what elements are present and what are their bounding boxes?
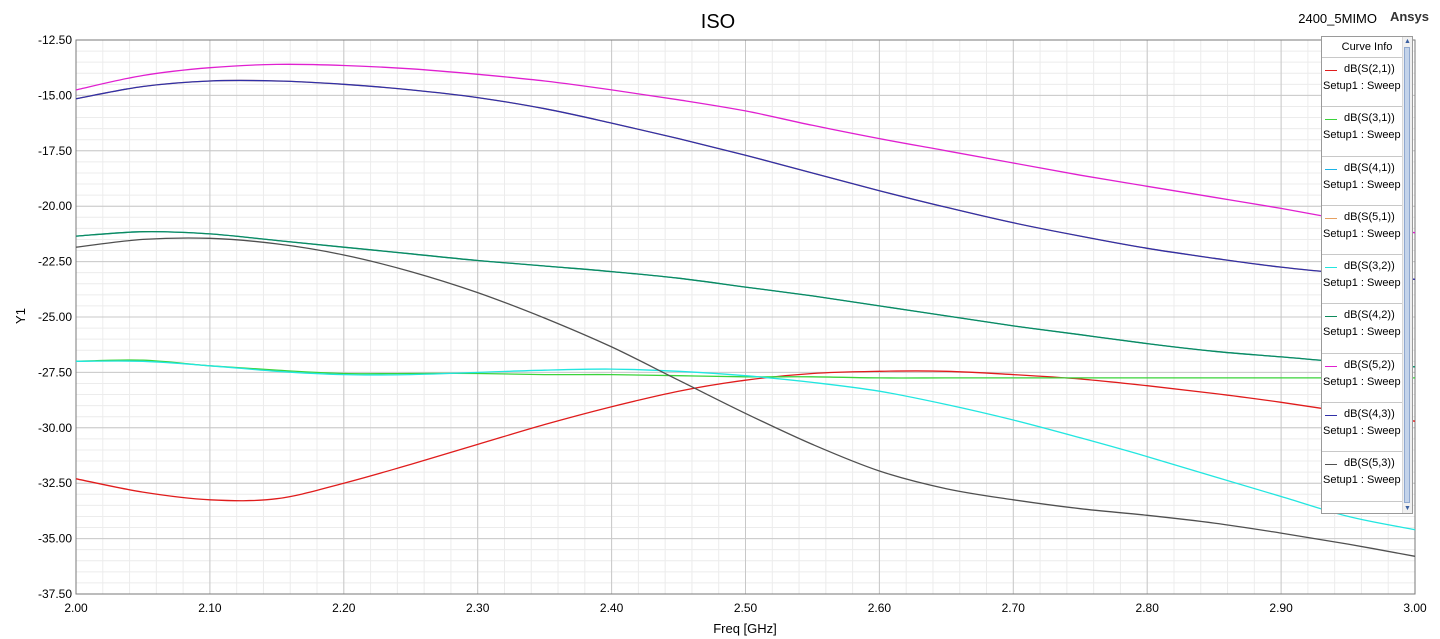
x-tick-label: 2.10 (198, 601, 222, 615)
legend-item[interactable]: dB(S(2,1)) Setup1 : Sweep (1322, 58, 1412, 108)
legend-swatch (1325, 70, 1337, 71)
curve-setup: Setup1 : Sweep (1323, 178, 1401, 191)
y-tick-label: -27.50 (38, 365, 72, 379)
legend-swatch (1325, 415, 1337, 417)
curve-name: dB(S(5,1)) (1344, 210, 1395, 223)
legend-item[interactable]: dB(S(3,2)) Setup1 : Sweep (1322, 255, 1412, 305)
curve-name: dB(S(4,2)) (1344, 309, 1395, 322)
x-tick-label: 2.90 (1269, 601, 1293, 615)
major-gridlines (75, 39, 1416, 595)
scroll-up-icon[interactable]: ▲ (1404, 38, 1411, 45)
series-line (75, 230, 1416, 368)
x-tick-labels: 2.00 2.10 2.20 2.30 2.40 2.50 2.60 2.70 2.80 2.90… (64, 601, 1427, 615)
curve-name: dB(S(3,2)) (1344, 260, 1395, 273)
x-axis-label: Freq [GHz] (713, 621, 777, 636)
y-tick-label: -25.00 (38, 310, 72, 324)
y-tick-label: -20.00 (38, 199, 72, 213)
legend-scrollbar[interactable]: ▲ ▼ (1402, 37, 1412, 513)
series-line (75, 360, 1416, 531)
y-tick-label: -35.00 (38, 532, 72, 546)
legend-items: dB(S(2,1)) Setup1 : Sweep dB(S(3,1)) Setup1… (1322, 58, 1412, 502)
curve-name: dB(S(4,1)) (1344, 161, 1395, 174)
project-name: 2400_5MIMO (1298, 11, 1377, 26)
curve-name: dB(S(2,1)) (1344, 63, 1395, 75)
legend-swatch (1325, 267, 1337, 269)
scrollbar-thumb[interactable] (1404, 47, 1410, 503)
series-line (75, 359, 1415, 379)
y-tick-label: -22.50 (38, 255, 72, 269)
legend-swatch (1325, 464, 1337, 466)
x-tick-label: 2.30 (466, 601, 490, 615)
legend-item[interactable]: dB(S(4,3)) Setup1 : Sweep (1322, 403, 1412, 453)
x-tick-label: 3.00 (1403, 601, 1427, 615)
series-line (75, 63, 1416, 234)
x-tick-label: 2.80 (1136, 601, 1160, 615)
x-tick-label: 2.60 (868, 601, 892, 615)
y-tick-label: -15.00 (38, 88, 72, 102)
curve-setup: Setup1 : Sweep (1323, 277, 1401, 290)
curve-setup: Setup1 : Sweep (1323, 129, 1401, 142)
curve-setup: Setup1 : Sweep (1323, 326, 1401, 339)
legend-title: Curve Info (1322, 37, 1412, 58)
y-tick-label: -32.50 (38, 476, 72, 490)
series-line (75, 237, 1416, 557)
legend-swatch (1325, 168, 1337, 170)
legend-item[interactable]: dB(S(5,3)) Setup1 : Sweep (1322, 452, 1412, 502)
curve-name: dB(S(5,3)) (1344, 457, 1395, 470)
y-tick-labels: -12.50 -15.00 -17.50 -20.00 -22.50 -25.00 -27.… (38, 33, 72, 601)
legend-item[interactable]: dB(S(3,1)) Setup1 : Sweep (1322, 107, 1412, 157)
x-tick-label: 2.50 (734, 601, 758, 615)
curve-name: dB(S(4,3)) (1344, 408, 1395, 421)
y-tick-label: -17.50 (38, 144, 72, 158)
legend-item[interactable]: dB(S(4,1)) Setup1 : Sweep (1322, 157, 1412, 206)
legend-swatch (1325, 217, 1337, 219)
y-tick-label: -12.50 (38, 33, 72, 47)
x-tick-label: 2.40 (600, 601, 624, 615)
chart-title: ISO (701, 11, 735, 33)
legend-swatch (1325, 119, 1337, 121)
plot-frame (75, 39, 1416, 595)
series-layer (75, 63, 1416, 557)
x-tick-label: 2.70 (1002, 601, 1026, 615)
scroll-down-icon[interactable]: ▼ (1404, 505, 1411, 512)
x-tick-label: 2.20 (332, 601, 356, 615)
series-line (75, 79, 1416, 280)
legend-item[interactable]: dB(S(4,2)) Setup1 : Sweep (1322, 304, 1412, 354)
curve-setup: Setup1 : Sweep (1323, 474, 1401, 487)
curve-setup: Setup1 : Sweep (1323, 425, 1401, 438)
x-tick-label: 2.00 (64, 601, 88, 615)
legend-swatch (1325, 365, 1337, 367)
curve-name: dB(S(3,1)) (1344, 112, 1395, 125)
y-tick-label: -30.00 (38, 421, 72, 435)
curve-info-legend[interactable]: Curve Info dB(S(2,1)) Setup1 : Sweep dB(S(… (1321, 36, 1413, 514)
curve-setup: Setup1 : Sweep (1323, 375, 1401, 388)
brand-logo: Ansys (1390, 9, 1429, 24)
legend-item[interactable]: dB(S(5,2)) Setup1 : Sweep (1322, 354, 1412, 404)
curve-setup: Setup1 : Sweep (1323, 80, 1401, 92)
legend-item[interactable]: dB(S(5,1)) Setup1 : Sweep (1322, 206, 1412, 256)
series-line (75, 370, 1416, 502)
y-tick-label: -37.50 (38, 587, 72, 601)
curve-setup: Setup1 : Sweep (1323, 227, 1401, 240)
curve-name: dB(S(5,2)) (1344, 358, 1395, 371)
y-axis-label: Y1 (13, 308, 28, 324)
legend-swatch (1325, 316, 1337, 318)
